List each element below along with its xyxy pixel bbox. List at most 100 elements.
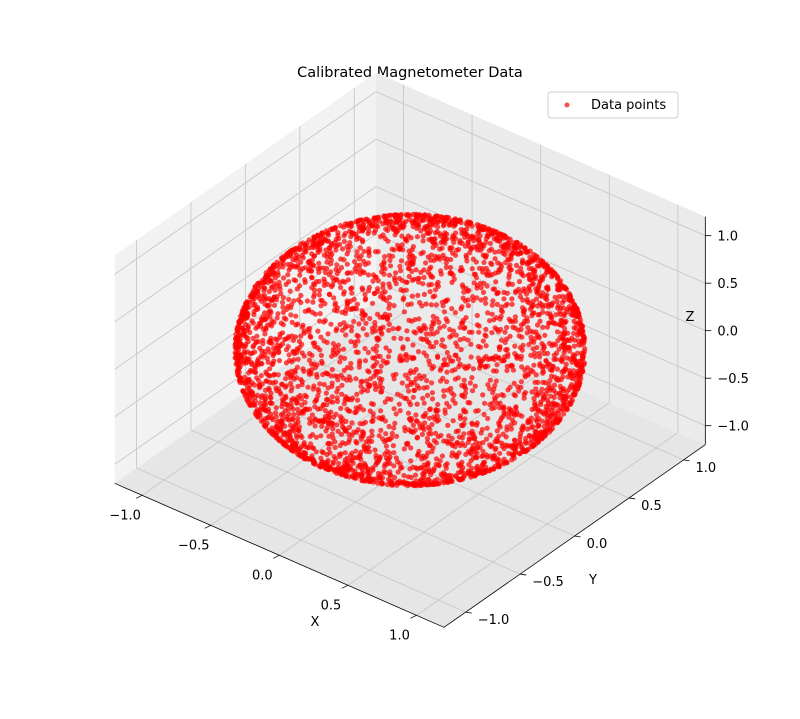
data-point xyxy=(562,365,569,371)
data-point xyxy=(474,222,480,228)
data-point xyxy=(463,252,469,258)
data-point xyxy=(296,338,302,344)
data-point xyxy=(502,329,508,335)
data-point xyxy=(380,314,386,320)
data-point xyxy=(404,328,410,334)
data-point xyxy=(440,238,446,244)
data-point xyxy=(357,262,363,268)
data-point xyxy=(510,367,517,373)
data-point xyxy=(244,327,250,333)
data-point xyxy=(426,476,432,483)
data-point xyxy=(531,339,537,345)
data-point xyxy=(557,308,563,314)
data-point xyxy=(530,369,536,375)
data-point xyxy=(372,447,378,453)
data-point xyxy=(280,300,286,306)
data-point xyxy=(305,384,311,390)
data-point xyxy=(318,303,324,309)
data-point xyxy=(365,231,371,237)
data-point xyxy=(365,444,372,450)
legend: Data points xyxy=(547,91,679,119)
data-point xyxy=(259,361,265,367)
data-point xyxy=(250,294,256,300)
data-point xyxy=(547,378,553,384)
data-point xyxy=(450,250,456,256)
data-point xyxy=(531,395,537,402)
data-point xyxy=(303,450,309,456)
data-point xyxy=(498,264,505,270)
data-point xyxy=(273,385,279,391)
data-point xyxy=(427,289,433,295)
data-point xyxy=(524,365,531,371)
data-point xyxy=(564,405,570,411)
data-point xyxy=(236,369,242,375)
data-point xyxy=(413,412,419,418)
data-point xyxy=(397,408,403,414)
data-point xyxy=(281,275,287,281)
data-point xyxy=(494,301,500,307)
data-point xyxy=(539,386,545,392)
data-point xyxy=(430,319,436,325)
data-point xyxy=(429,421,435,428)
data-point xyxy=(361,270,367,276)
data-point xyxy=(262,423,268,429)
data-point xyxy=(459,230,465,236)
data-point xyxy=(561,401,567,408)
data-point xyxy=(365,288,372,294)
data-point xyxy=(476,329,482,335)
data-point xyxy=(408,235,414,241)
data-point xyxy=(521,308,527,314)
data-point xyxy=(305,455,311,461)
data-point xyxy=(262,416,268,422)
data-point xyxy=(373,368,379,375)
data-point xyxy=(448,385,454,391)
data-point xyxy=(531,362,537,368)
data-point xyxy=(261,288,267,294)
data-point xyxy=(506,280,512,286)
data-point xyxy=(349,306,355,312)
data-point xyxy=(492,256,498,262)
data-point xyxy=(452,310,458,316)
data-point xyxy=(325,396,331,402)
data-point xyxy=(376,376,383,382)
data-point xyxy=(512,437,518,443)
data-point xyxy=(538,429,544,435)
data-point xyxy=(480,338,486,344)
data-point xyxy=(421,373,427,379)
data-point xyxy=(428,252,434,258)
data-point xyxy=(399,233,405,239)
data-point xyxy=(522,374,528,380)
data-point xyxy=(449,306,455,312)
data-point xyxy=(333,467,339,473)
data-point xyxy=(279,330,286,336)
data-point xyxy=(333,266,339,273)
data-point xyxy=(370,346,376,352)
data-point xyxy=(509,296,515,302)
data-point xyxy=(468,341,474,347)
data-point xyxy=(326,418,332,424)
y-tick-label: 0.5 xyxy=(641,499,662,514)
data-point xyxy=(465,297,471,303)
data-point xyxy=(405,440,411,446)
data-point xyxy=(510,324,516,330)
data-point xyxy=(478,297,484,303)
data-point xyxy=(282,430,288,436)
data-point xyxy=(279,438,285,444)
data-point xyxy=(343,394,349,400)
data-point xyxy=(459,304,465,310)
y-tick xyxy=(465,611,472,614)
data-point xyxy=(388,218,394,224)
data-point xyxy=(333,411,339,417)
data-point xyxy=(344,455,350,461)
data-point xyxy=(361,387,367,393)
y-tick xyxy=(683,459,690,462)
data-point xyxy=(255,358,261,364)
data-point xyxy=(429,390,435,396)
data-point xyxy=(320,403,326,409)
data-point xyxy=(540,324,546,330)
data-point xyxy=(432,214,438,220)
data-point xyxy=(492,383,498,389)
data-point xyxy=(386,281,392,287)
data-point xyxy=(459,440,465,447)
data-point xyxy=(513,262,520,268)
